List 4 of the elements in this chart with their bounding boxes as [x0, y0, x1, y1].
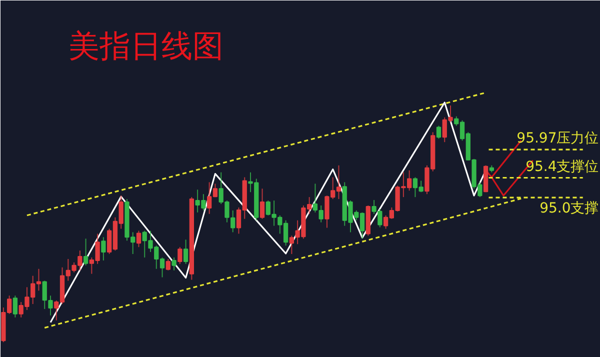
ref-line-label: 95.0支撑: [540, 200, 599, 217]
ref-line-label: 95.4支撑位: [526, 158, 599, 175]
ref-line-label: 95.97压力位: [516, 130, 599, 147]
text: 美指日线图: [68, 28, 224, 64]
